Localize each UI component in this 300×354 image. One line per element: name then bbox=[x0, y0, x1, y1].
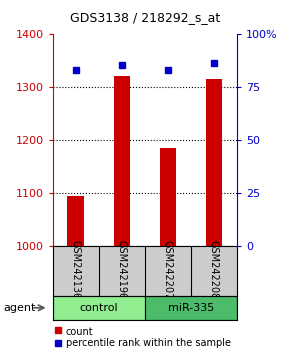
Text: percentile rank within the sample: percentile rank within the sample bbox=[66, 338, 231, 348]
Text: control: control bbox=[79, 303, 118, 313]
Text: GSM242196: GSM242196 bbox=[117, 240, 127, 299]
Text: GDS3138 / 218292_s_at: GDS3138 / 218292_s_at bbox=[70, 11, 220, 24]
Text: GSM242136: GSM242136 bbox=[70, 240, 81, 299]
Text: GSM242208: GSM242208 bbox=[209, 240, 219, 299]
Text: GSM242207: GSM242207 bbox=[163, 240, 173, 299]
Text: miR-335: miR-335 bbox=[168, 303, 214, 313]
Bar bbox=[68, 195, 84, 246]
Bar bbox=[114, 76, 130, 246]
Text: count: count bbox=[66, 327, 94, 337]
Bar bbox=[52, 296, 145, 320]
Bar bbox=[160, 148, 176, 246]
Bar bbox=[145, 296, 237, 320]
Text: agent: agent bbox=[3, 303, 35, 313]
Bar bbox=[206, 79, 222, 246]
